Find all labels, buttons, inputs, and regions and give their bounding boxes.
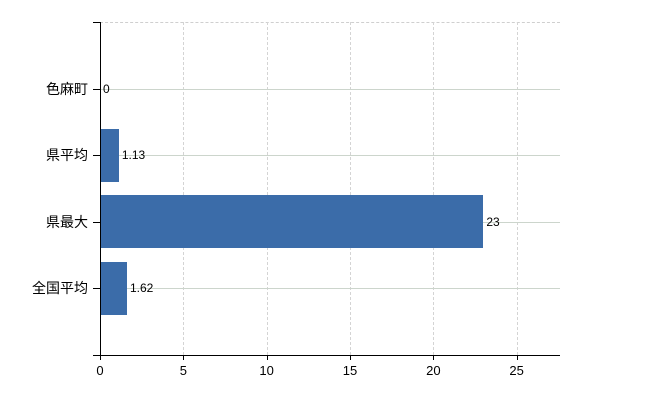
value-label: 0 [103, 81, 110, 96]
horizontal-gridline [100, 88, 560, 90]
x-axis-tick [433, 355, 435, 360]
y-axis-line [100, 22, 101, 355]
x-axis-tick [266, 355, 268, 360]
horizontal-gridline [100, 288, 560, 290]
value-label: 23 [486, 214, 500, 229]
vertical-gridline [266, 22, 268, 355]
bar-県平均 [100, 128, 119, 182]
y-axis-tick [93, 22, 100, 23]
x-tick-label: 25 [509, 363, 524, 378]
value-label: 1.13 [121, 148, 146, 163]
value-label: 1.62 [130, 281, 154, 296]
x-axis-tick [516, 355, 518, 360]
y-axis-tick [93, 155, 100, 157]
y-axis-tick [93, 221, 100, 223]
x-tick-label: 0 [96, 363, 104, 378]
y-axis-tick [93, 288, 100, 290]
vertical-gridline [183, 22, 185, 355]
category-label-県最大: 県最大 [46, 213, 88, 230]
x-axis-tick [100, 355, 101, 360]
vertical-gridline [516, 22, 518, 355]
x-tick-label: 5 [179, 363, 187, 378]
x-axis-tick [183, 355, 185, 360]
x-axis-tick [350, 355, 351, 360]
x-tick-label: 20 [426, 363, 441, 378]
x-tick-label: 10 [259, 363, 274, 378]
category-label-色麻町: 色麻町 [46, 80, 88, 97]
bar-県最大 [100, 195, 484, 249]
plot-top-border [100, 22, 560, 23]
category-label-全国平均: 全国平均 [32, 280, 88, 297]
vertical-gridline [350, 22, 351, 355]
category-label-県平均: 県平均 [46, 147, 88, 164]
x-tick-label: 15 [342, 363, 358, 378]
x-axis-line [93, 355, 560, 356]
bar-全国平均 [100, 261, 127, 315]
y-axis-tick [93, 88, 100, 90]
vertical-gridline [433, 22, 435, 355]
horizontal-gridline [100, 155, 560, 157]
